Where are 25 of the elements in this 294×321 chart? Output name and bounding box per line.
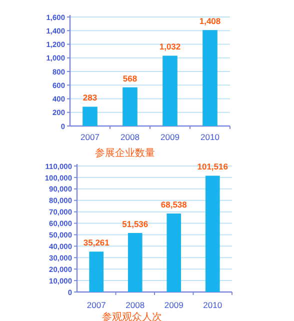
bar [128,232,142,292]
data-label: 568 [122,73,138,84]
bar [202,30,218,126]
x-tick-label: 2008 [126,300,145,310]
x-tick-label: 2007 [80,132,100,142]
x-tick-label: 2010 [200,132,220,142]
data-label: 1,408 [199,16,221,26]
bar [89,252,104,292]
data-label: 283 [82,92,98,103]
bar [162,56,178,126]
x-tick-label: 2009 [160,132,180,142]
data-label: 51,536 [122,218,148,229]
data-label: 101,516 [197,162,228,172]
x-tick-label: 2010 [203,300,222,310]
data-label: 68,538 [160,199,188,210]
data-label: 35,261 [83,238,110,248]
bar [122,87,138,126]
data-label: 1,032 [159,42,181,52]
x-tick-label: 2008 [120,132,140,142]
bar [166,213,182,292]
x-tick-label: 2009 [164,300,184,310]
bar [205,176,220,292]
x-tick-label: 2007 [86,300,106,310]
bar [82,106,98,126]
x-axis-title: 参展企业数量 [95,147,155,159]
